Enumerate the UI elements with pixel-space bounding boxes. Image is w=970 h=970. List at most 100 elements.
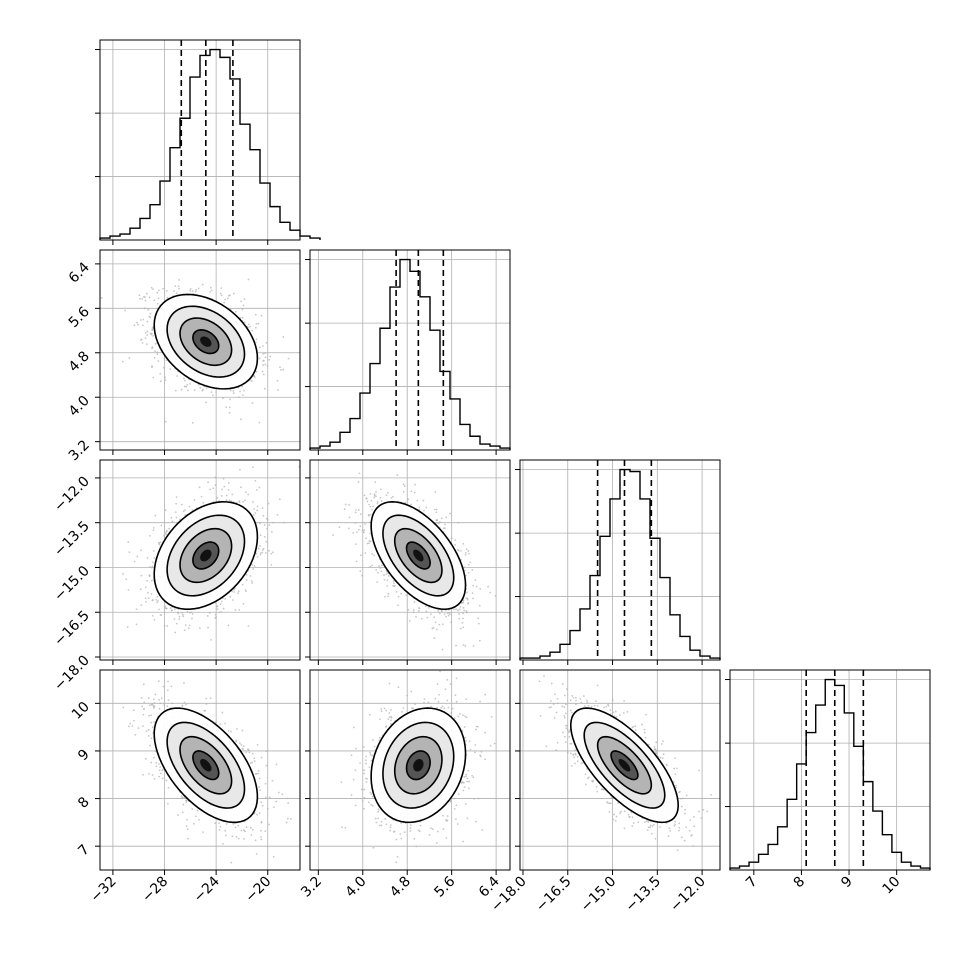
scatter-point: [489, 591, 492, 594]
scatter-point: [374, 481, 377, 484]
scatter-point: [122, 572, 124, 575]
scatter-point: [166, 625, 169, 627]
scatter-point: [218, 611, 221, 614]
scatter-point: [164, 605, 167, 608]
scatter-point: [457, 521, 460, 524]
scatter-point: [226, 297, 229, 300]
scatter-point: [121, 360, 124, 363]
scatter-point: [262, 352, 265, 355]
scatter-point: [260, 314, 263, 317]
histogram-panel-2: [515, 459, 721, 665]
panel-frame: [99, 249, 301, 451]
scatter-point: [191, 508, 194, 511]
scatter-point: [230, 500, 233, 502]
histogram-step: [99, 48, 321, 240]
scatter-point: [466, 597, 469, 600]
scatter-point: [152, 529, 155, 532]
scatter-point: [472, 645, 475, 647]
scatter-point: [127, 541, 130, 543]
scatter-point: [432, 627, 435, 629]
scatter-point: [437, 610, 440, 612]
scatter-point: [396, 604, 399, 607]
scatter-point: [154, 343, 157, 345]
scatter-point: [156, 291, 159, 294]
scatter-point: [240, 300, 243, 303]
scatter-point: [454, 543, 457, 546]
y-tick-label: −15.0: [51, 563, 93, 605]
scatter-point: [244, 499, 246, 502]
scatter-point: [228, 499, 231, 502]
scatter-point: [433, 637, 436, 639]
scatter-point: [418, 508, 421, 511]
scatter-point: [416, 499, 419, 502]
scatter-point: [171, 520, 174, 523]
scatter-point: [205, 401, 207, 404]
scatter-point: [255, 488, 258, 491]
scatter-point: [276, 513, 279, 516]
scatter-point: [184, 509, 187, 511]
scatter-point: [363, 529, 366, 531]
scatter-point: [225, 499, 228, 501]
scatter-point: [369, 540, 372, 543]
scatter-point: [219, 292, 222, 295]
scatter-point: [397, 595, 400, 598]
scatter-point: [352, 531, 354, 534]
scatter-point: [461, 621, 464, 624]
scatter-point: [139, 588, 142, 591]
scatter-point: [379, 496, 382, 499]
scatter-point: [379, 488, 382, 491]
scatter-point: [380, 570, 383, 573]
scatter-point: [412, 611, 415, 614]
scatter-point: [364, 523, 367, 525]
scatter-point: [197, 287, 200, 290]
scatter-point: [348, 516, 351, 519]
scatter-point: [169, 607, 172, 610]
scatter-point: [144, 296, 146, 299]
scatter-point: [140, 604, 143, 606]
scatter-point: [176, 375, 178, 377]
scatter-point: [258, 522, 261, 525]
scatter-point: [441, 648, 444, 651]
scatter-point: [467, 550, 470, 552]
scatter-point: [171, 609, 173, 612]
scatter-point: [410, 490, 413, 493]
scatter-point: [145, 343, 148, 346]
scatter-point: [276, 379, 279, 382]
scatter-point: [173, 608, 176, 611]
scatter-point: [380, 564, 383, 567]
scatter-point: [368, 521, 371, 524]
y-tick-label: −16.5: [51, 608, 93, 650]
scatter-point: [139, 319, 142, 321]
scatter-point: [446, 612, 449, 614]
scatter-point: [157, 360, 160, 362]
scatter-point: [243, 389, 245, 392]
scatter-point: [140, 549, 142, 552]
scatter-point: [364, 552, 367, 554]
scatter-point: [215, 605, 218, 608]
scatter-point: [133, 324, 136, 327]
scatter-point: [175, 622, 178, 625]
scatter-point: [140, 339, 142, 342]
histogram-panel-3: 7 8 9 10: [725, 669, 931, 897]
scatter-point: [477, 617, 480, 620]
scatter-point: [252, 501, 254, 503]
scatter-point: [479, 588, 482, 590]
contour-line: [192, 329, 220, 355]
scatter-point: [125, 578, 128, 581]
scatter-point: [383, 578, 386, 581]
scatter-point: [141, 297, 144, 300]
scatter-point: [434, 491, 437, 493]
scatter-point: [378, 565, 380, 568]
scatter-point: [458, 608, 461, 611]
scatter-point: [178, 518, 181, 521]
scatter-point: [187, 389, 189, 392]
scatter-point: [433, 508, 436, 511]
scatter-point: [430, 613, 432, 616]
scatter-point: [441, 623, 444, 626]
panel-content: [100, 250, 300, 450]
scatter-point: [151, 366, 153, 368]
scatter-point: [146, 330, 149, 333]
y-tick-label: 4.0: [66, 393, 93, 420]
scatter-point: [241, 308, 244, 311]
scatter-point: [228, 406, 231, 409]
